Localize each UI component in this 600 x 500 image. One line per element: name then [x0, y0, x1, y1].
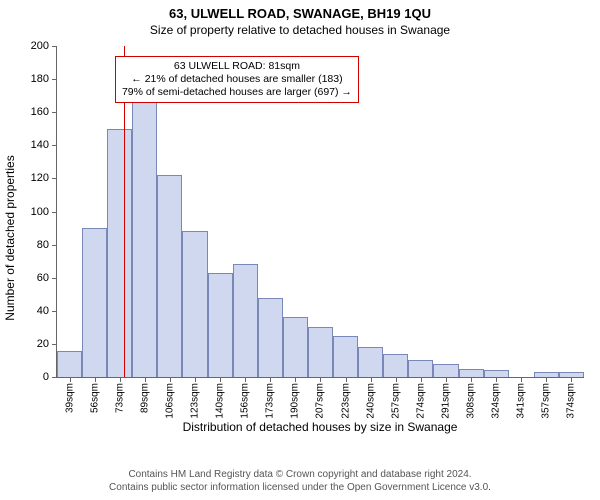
x-tick-label: 173sqm	[265, 383, 276, 419]
x-tick-mark	[546, 377, 547, 382]
annotation-box: 63 ULWELL ROAD: 81sqm← 21% of detached h…	[115, 56, 359, 103]
x-tick-label: 357sqm	[541, 383, 552, 419]
page-title: 63, ULWELL ROAD, SWANAGE, BH19 1QU	[0, 0, 600, 21]
y-tick-label: 200	[31, 40, 57, 52]
histogram-bar	[132, 101, 157, 377]
x-tick-label: 89sqm	[139, 383, 150, 413]
x-tick-label: 123sqm	[190, 383, 201, 419]
x-tick-label: 190sqm	[290, 383, 301, 419]
x-tick-mark	[471, 377, 472, 382]
histogram-bar	[208, 273, 233, 377]
x-tick-mark	[496, 377, 497, 382]
histogram-bar	[308, 327, 333, 377]
histogram-chart: Number of detached properties 39sqm56sqm…	[0, 38, 600, 438]
histogram-bar	[182, 231, 207, 377]
x-tick-label: 308sqm	[466, 383, 477, 419]
x-tick-mark	[346, 377, 347, 382]
y-tick-label: 80	[37, 239, 57, 251]
y-tick-label: 100	[31, 206, 57, 218]
x-tick-label: 106sqm	[164, 383, 175, 419]
x-tick-label: 223sqm	[340, 383, 351, 419]
footer-line-2: Contains public sector information licen…	[0, 481, 600, 494]
histogram-bar	[408, 360, 433, 377]
x-tick-label: 274sqm	[415, 383, 426, 419]
x-tick-label: 291sqm	[440, 383, 451, 419]
x-tick-mark	[295, 377, 296, 382]
x-tick-mark	[120, 377, 121, 382]
x-tick-label: 56sqm	[89, 383, 100, 413]
x-tick-label: 156sqm	[240, 383, 251, 419]
x-tick-label: 240sqm	[365, 383, 376, 419]
histogram-bar	[358, 347, 383, 377]
histogram-bar	[283, 317, 308, 377]
page-subtitle: Size of property relative to detached ho…	[0, 21, 600, 37]
x-tick-mark	[220, 377, 221, 382]
x-tick-mark	[571, 377, 572, 382]
y-tick-label: 180	[31, 73, 57, 85]
footer-line-1: Contains HM Land Registry data © Crown c…	[0, 468, 600, 481]
x-tick-mark	[521, 377, 522, 382]
histogram-bar	[383, 354, 408, 377]
y-tick-label: 140	[31, 139, 57, 151]
x-tick-mark	[396, 377, 397, 382]
x-tick-mark	[371, 377, 372, 382]
annotation-line-2: ← 21% of detached houses are smaller (18…	[122, 73, 352, 86]
x-tick-mark	[245, 377, 246, 382]
y-tick-label: 60	[37, 272, 57, 284]
x-tick-mark	[446, 377, 447, 382]
histogram-bar	[157, 175, 182, 377]
x-tick-mark	[95, 377, 96, 382]
annotation-line-1: 63 ULWELL ROAD: 81sqm	[122, 60, 352, 73]
histogram-bar	[82, 228, 107, 377]
x-tick-label: 324sqm	[491, 383, 502, 419]
x-tick-mark	[320, 377, 321, 382]
y-tick-label: 20	[37, 338, 57, 350]
x-tick-mark	[145, 377, 146, 382]
plot-area: 39sqm56sqm73sqm89sqm106sqm123sqm140sqm15…	[56, 46, 584, 378]
x-tick-label: 39sqm	[64, 383, 75, 413]
x-tick-label: 341sqm	[516, 383, 527, 419]
histogram-bar	[333, 336, 358, 377]
x-tick-label: 257sqm	[390, 383, 401, 419]
x-tick-mark	[170, 377, 171, 382]
y-tick-label: 120	[31, 172, 57, 184]
histogram-bar	[107, 129, 132, 377]
histogram-bar	[433, 364, 458, 377]
y-axis-label: Number of detached properties	[3, 73, 17, 238]
histogram-bar	[233, 264, 258, 377]
x-tick-label: 73sqm	[114, 383, 125, 413]
x-tick-mark	[70, 377, 71, 382]
histogram-bar	[484, 370, 509, 377]
histogram-bar	[57, 351, 82, 377]
histogram-bar	[258, 298, 283, 377]
x-tick-mark	[421, 377, 422, 382]
x-tick-label: 374sqm	[566, 383, 577, 419]
x-tick-label: 207sqm	[315, 383, 326, 419]
x-tick-mark	[270, 377, 271, 382]
attribution-footer: Contains HM Land Registry data © Crown c…	[0, 468, 600, 494]
x-tick-label: 140sqm	[215, 383, 226, 419]
histogram-bar	[459, 369, 484, 377]
x-axis-label: Distribution of detached houses by size …	[56, 420, 584, 434]
y-tick-label: 160	[31, 106, 57, 118]
x-tick-mark	[195, 377, 196, 382]
annotation-line-3: 79% of semi-detached houses are larger (…	[122, 86, 352, 99]
y-tick-label: 0	[43, 371, 57, 383]
y-tick-label: 40	[37, 305, 57, 317]
